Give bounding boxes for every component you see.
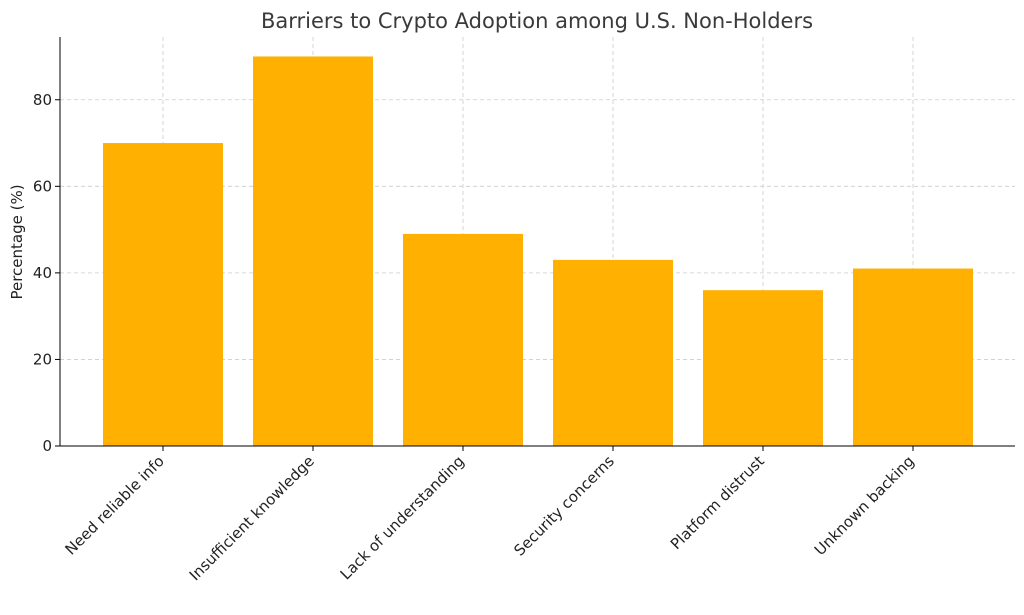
bar xyxy=(253,56,373,446)
x-tick-label: Security concerns xyxy=(510,452,618,560)
x-tick-label: Lack of understanding xyxy=(337,452,468,583)
y-tick-label: 60 xyxy=(33,177,52,195)
y-tick-label: 20 xyxy=(33,350,52,368)
bar xyxy=(403,233,523,446)
y-tick-label: 0 xyxy=(42,437,52,455)
axes-layer xyxy=(59,37,1015,447)
y-tick-label: 80 xyxy=(33,91,52,109)
x-tick-label: Unknown backing xyxy=(811,452,918,559)
x-tick-label: Platform distrust xyxy=(667,452,768,553)
bar xyxy=(703,290,823,446)
x-tick-label: Need reliable info xyxy=(61,452,167,558)
bars-layer xyxy=(103,56,973,446)
x-tick-label: Insufficient knowledge xyxy=(186,452,318,584)
bar xyxy=(553,259,673,446)
chart-title: Barriers to Crypto Adoption among U.S. N… xyxy=(261,9,813,33)
y-axis-label: Percentage (%) xyxy=(8,184,26,299)
bar xyxy=(853,268,973,446)
bar xyxy=(103,143,223,446)
y-tick-label: 40 xyxy=(33,264,52,282)
